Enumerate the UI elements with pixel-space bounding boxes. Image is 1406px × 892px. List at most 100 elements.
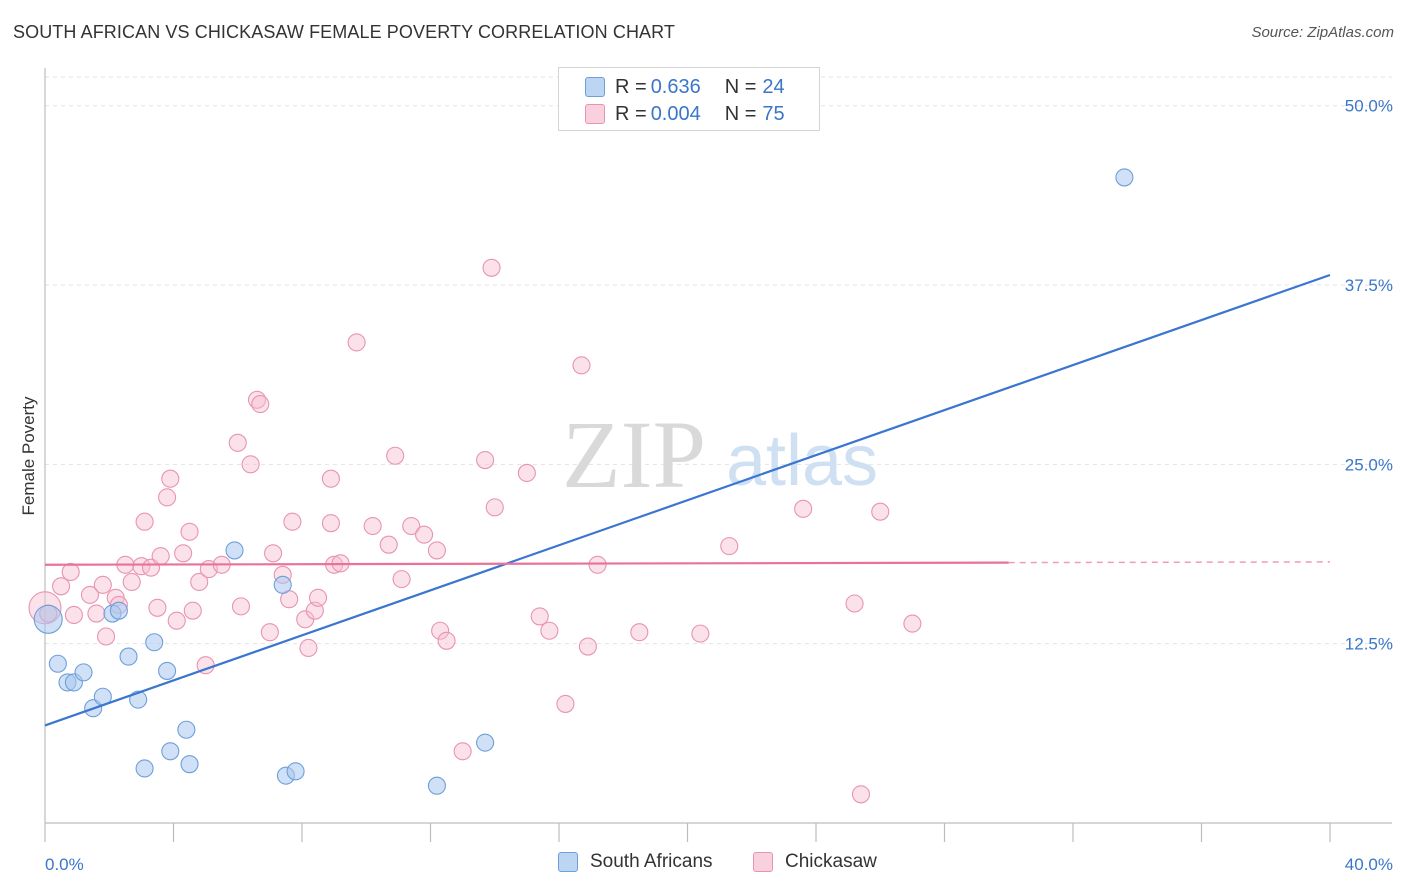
chickasaw-point	[228, 433, 247, 452]
bottom-legend-swatch-blue	[558, 852, 578, 872]
bottom-legend-swatch-pink	[753, 852, 773, 872]
chickasaw-point	[415, 525, 434, 544]
chickasaw-point	[556, 694, 575, 713]
y-tick-label: 37.5%	[1345, 276, 1393, 295]
chickasaw-point	[347, 333, 366, 352]
y-tick-label: 50.0%	[1345, 97, 1393, 116]
grid-lines	[45, 76, 1392, 645]
chickasaw-point	[299, 638, 318, 658]
legend-r-label: R =	[615, 102, 647, 125]
chickasaw-point	[96, 627, 116, 646]
bottom-legend-label: Chickasaw	[785, 851, 877, 872]
chickasaw-point	[135, 512, 154, 531]
chickasaw-point	[80, 585, 100, 604]
chickasaw-point	[321, 514, 340, 533]
legend-row-chickasaw: R = 0.004 N = 75	[585, 102, 785, 126]
south-africans-point	[158, 661, 177, 680]
south-africans-point	[161, 742, 180, 761]
legend-r-value: 0.636	[650, 75, 701, 98]
chickasaw-point	[485, 498, 504, 517]
south-africans-point	[119, 647, 138, 666]
tick-labels: 12.5% 25.0% 37.5% 50.0% 0.0% 40.0%	[45, 97, 1393, 874]
chickasaw-point	[453, 742, 472, 761]
chickasaw-point	[309, 588, 328, 607]
south-africans-point	[135, 759, 154, 778]
axes	[44, 68, 1392, 842]
chickasaw-point	[903, 614, 922, 633]
chickasaw-point	[52, 577, 71, 596]
south-africans-point	[177, 720, 196, 739]
chickasaw-point	[264, 544, 283, 563]
chickasaw-point	[174, 544, 193, 563]
chickasaw-point	[851, 785, 871, 804]
legend-swatch-pink	[585, 104, 605, 124]
chickasaw-trend-extension	[1008, 561, 1331, 564]
x-tick-label-min: 0.0%	[45, 855, 84, 874]
chickasaw-point	[87, 604, 106, 623]
chickasaw-point	[180, 522, 199, 541]
legend-n-value: 24	[762, 75, 785, 98]
chickasaw-point	[190, 572, 209, 592]
watermark: ZIP atlas	[562, 401, 878, 508]
chickasaw-point	[93, 575, 112, 594]
south-africans-point	[33, 604, 63, 634]
south-africans-point	[109, 601, 128, 620]
chickasaw-point	[363, 516, 382, 536]
chickasaw-point	[132, 557, 151, 576]
legend-r-label: R =	[615, 75, 647, 98]
south-africans-point	[74, 663, 93, 682]
chickasaw-points	[28, 258, 922, 804]
chickasaw-trend-line	[44, 561, 1009, 566]
chickasaw-point	[691, 624, 710, 643]
chickasaw-point	[158, 488, 177, 507]
chickasaw-point	[379, 535, 398, 554]
chickasaw-point	[167, 611, 186, 630]
chickasaw-point	[578, 637, 597, 656]
bottom-legend-south-africans: South Africans	[558, 851, 713, 873]
chickasaw-point	[431, 621, 450, 640]
chickasaw-point	[148, 598, 167, 617]
y-tick-label: 12.5%	[1345, 635, 1393, 654]
legend-r-value: 0.004	[650, 102, 701, 125]
chart-title: SOUTH AFRICAN VS CHICKASAW FEMALE POVERT…	[13, 22, 676, 42]
chickasaw-point	[794, 499, 813, 518]
south-africans-point	[286, 762, 305, 781]
chickasaw-point	[231, 597, 251, 616]
south-africans-point	[273, 575, 292, 594]
chickasaw-point	[151, 547, 170, 566]
legend-n-value: 75	[762, 102, 785, 125]
legend-swatch-blue	[585, 77, 605, 97]
chickasaw-point	[630, 623, 649, 642]
chickasaw-point	[530, 607, 549, 626]
x-tick-label-max: 40.0%	[1345, 855, 1393, 874]
chickasaw-point	[437, 631, 456, 650]
watermark-zip: ZIP	[562, 401, 706, 508]
chickasaw-point	[64, 605, 83, 625]
chickasaw-point	[572, 356, 591, 375]
chickasaw-point	[321, 469, 340, 488]
south-africans-point	[427, 776, 446, 795]
south-africans-point	[1115, 168, 1134, 187]
south-africans-point	[476, 733, 495, 752]
chickasaw-point	[251, 395, 270, 414]
bottom-legend-chickasaw: Chickasaw	[753, 851, 877, 873]
y-axis-label: Female Poverty	[19, 396, 38, 516]
south-africans-points	[33, 168, 1134, 795]
chickasaw-point	[122, 572, 141, 592]
source-label: Source: ZipAtlas.com	[1251, 24, 1394, 41]
south-africans-point	[145, 633, 164, 652]
y-tick-label: 25.0%	[1345, 455, 1393, 474]
south-africans-point	[48, 654, 67, 673]
chickasaw-point	[588, 555, 607, 574]
chickasaw-point	[392, 570, 411, 589]
stats-legend: R = 0.636 N = 24 R = 0.004 N = 75	[558, 67, 820, 131]
chickasaw-point	[260, 623, 279, 642]
south-africans-point	[225, 541, 244, 560]
chickasaw-point	[845, 594, 864, 613]
chickasaw-point	[540, 621, 559, 640]
legend-n-label: N =	[724, 75, 757, 98]
trend-lines	[44, 273, 1331, 727]
south-africans-trend-line	[44, 273, 1331, 727]
south-africans-point	[180, 755, 199, 774]
